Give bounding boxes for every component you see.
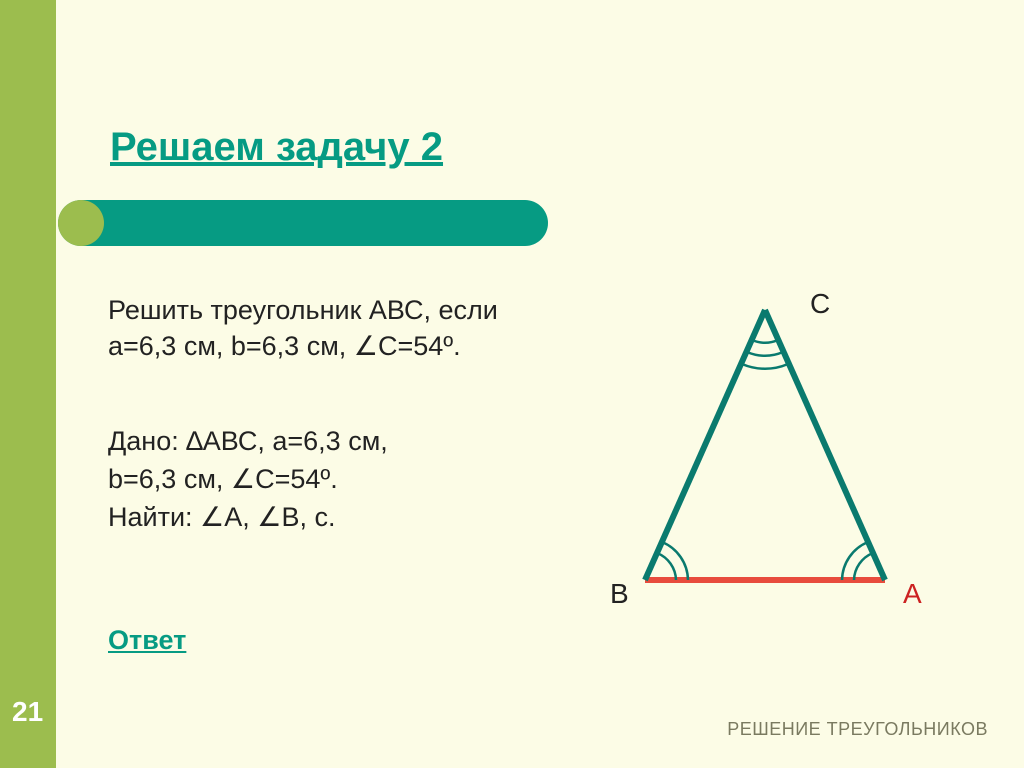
vertex-label-a: А [903,578,922,610]
triangle-diagram: С В А [580,300,980,650]
title-underline-pill [58,200,548,246]
triangle-side-cb [645,310,765,580]
vertex-label-b: В [610,578,629,610]
find-line: Найти: ∠А, ∠В, с. [108,499,528,537]
angle-b-arc-1 [657,553,676,580]
triangle-side-ca [765,310,885,580]
problem-statement: Решить треугольник АВС, если а=6,3 см, b… [108,292,568,365]
given-block: Дано: ∆АВС, а=6,3 см, b=6,3 см, ∠С=54º. … [108,423,528,536]
slide-title: Решаем задачу 2 [110,125,443,170]
footer-text: РЕШЕНИЕ ТРЕУГОЛЬНИКОВ [727,719,988,740]
answer-link[interactable]: Ответ [108,625,186,656]
angle-c-arc-2 [747,352,783,356]
given-line-1: Дано: ∆АВС, а=6,3 см, [108,423,528,461]
slide-number: 21 [12,696,43,728]
given-line-2: b=6,3 см, ∠С=54º. [108,461,528,499]
problem-text-line: Решить треугольник АВС, если а=6,3 см, b… [108,295,498,361]
angle-c-arc-1 [752,340,778,343]
vertex-label-c: С [810,288,830,320]
angle-c-arc-3 [742,364,788,369]
angle-a-arc-1 [854,553,873,580]
sidebar-strip [0,0,56,768]
title-dot [58,200,104,246]
